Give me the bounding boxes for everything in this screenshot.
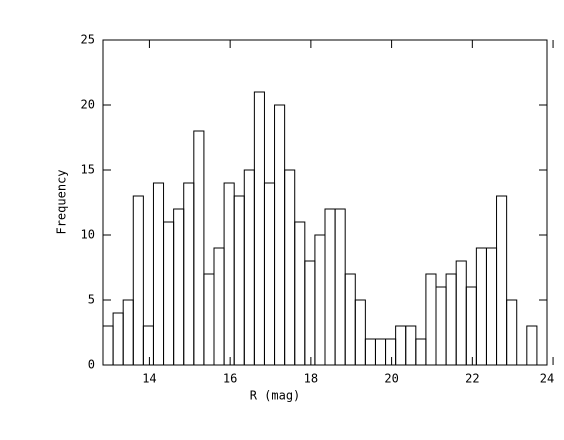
bar [334,208,346,366]
bar [284,169,296,366]
bar [314,234,326,366]
bar [344,273,356,366]
bar [152,182,165,366]
y-axis-label: Frequency [55,169,69,234]
bar [193,130,205,366]
bar [506,299,518,366]
x-tick-label: 14 [142,372,156,386]
y-tick-label: 10 [81,228,95,242]
y-tick-label: 20 [81,98,95,112]
bar [263,182,276,366]
bar [445,273,457,366]
bar [122,299,134,366]
x-tick-label: 20 [384,372,398,386]
x-tick-label: 16 [223,372,237,386]
x-tick-label: 24 [540,372,554,386]
bar [213,247,225,366]
bar [173,208,185,366]
bar [385,338,397,366]
bar [364,338,376,366]
bar [465,286,477,366]
y-tick-label: 15 [81,163,95,177]
bar [455,260,467,366]
bar [415,338,427,366]
x-axis-label: R (mag) [250,389,301,403]
bar [496,195,508,366]
bar [142,325,154,366]
bar [475,247,487,366]
bar [395,325,407,366]
x-tick-label: 22 [465,372,479,386]
bar [485,247,498,366]
bar [183,182,195,366]
bar [374,338,387,366]
bar [324,208,336,366]
bar [425,273,437,366]
x-tick-label: 18 [304,372,318,386]
bar [274,104,286,366]
bar [405,325,417,366]
bar [203,273,215,366]
bar [112,312,124,366]
bar [163,221,175,366]
bar [294,221,306,366]
bar [435,286,447,366]
bar [233,195,245,366]
bar [132,195,144,366]
y-tick-label: 0 [88,358,95,372]
bar [304,260,316,366]
bar [243,169,255,366]
bar [354,299,366,366]
y-tick-label: 25 [81,33,95,47]
y-tick-label: 5 [88,293,95,307]
bar [253,91,265,366]
bar [223,182,235,366]
bar [526,325,538,366]
bar [102,325,114,366]
